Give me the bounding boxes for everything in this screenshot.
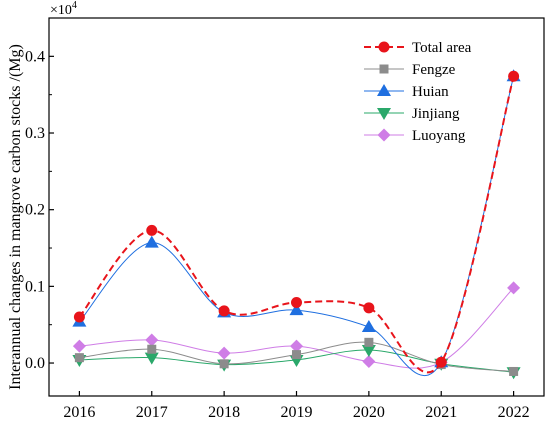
- x-tick-label: 2018: [208, 404, 240, 421]
- data-point: [72, 339, 86, 353]
- axis-layer: 2016 2017 2018 2019 2020 2021 2022 0.0 0.1 0.2 0.3…: [25, 17, 530, 421]
- legend-marker: [377, 128, 391, 142]
- data-point: [219, 359, 229, 369]
- x-tick-label: 2020: [353, 404, 385, 421]
- legend-entry: Jinjiang: [364, 106, 460, 122]
- data-point: [361, 319, 376, 332]
- data-point: [73, 311, 85, 323]
- data-point: [147, 344, 157, 354]
- y-tick-label: 0.2: [25, 202, 45, 219]
- legend-entry: Total area: [364, 40, 472, 56]
- legend-entry: Huian: [364, 84, 449, 100]
- data-point: [74, 353, 84, 363]
- y-multiplier: ×104: [50, 0, 77, 18]
- y-tick-label: 0.3: [25, 125, 45, 142]
- legend-label: Total area: [412, 40, 472, 56]
- x-tick-label: 2022: [498, 404, 530, 421]
- legend: Total area Fengze Huian Jinjiang Luoyang: [364, 40, 472, 144]
- legend-label: Fengze: [412, 62, 456, 78]
- plot-frame: [48, 17, 545, 397]
- data-point: [361, 344, 376, 357]
- data-point: [145, 333, 159, 347]
- y-tick-label: 0.1: [25, 278, 45, 295]
- x-tick-label: 2016: [63, 404, 95, 421]
- data-point: [292, 350, 301, 360]
- legend-label: Jinjiang: [412, 106, 460, 122]
- data-point: [291, 296, 302, 308]
- data-point: [508, 70, 520, 82]
- series-total-area: [73, 70, 520, 374]
- x-tick-label: 2017: [136, 404, 168, 421]
- x-tick-label: 2019: [281, 404, 313, 421]
- legend-entry: Luoyang: [364, 128, 466, 144]
- data-point: [363, 302, 375, 314]
- data-point: [362, 354, 376, 368]
- data-point: [146, 224, 158, 236]
- data-point: [509, 366, 519, 376]
- data-point: [217, 346, 231, 360]
- data-point: [218, 305, 230, 317]
- x-tick-label: 2021: [425, 404, 457, 421]
- data-point: [290, 339, 303, 353]
- legend-marker: [377, 84, 391, 96]
- data-point: [507, 281, 521, 295]
- legend-entry: Fengze: [364, 62, 456, 78]
- y-multiplier-base: ×10: [50, 3, 72, 18]
- y-tick-label: 0.4: [25, 48, 45, 65]
- y-tick-label: 0.0: [25, 355, 45, 372]
- data-point: [435, 356, 447, 368]
- series-layer: [72, 69, 521, 380]
- y-axis-title: Interannual changes in mangrove carbon s…: [7, 44, 24, 390]
- legend-marker: [379, 64, 389, 74]
- y-multiplier-exponent: 4: [72, 0, 77, 11]
- data-point: [144, 352, 159, 365]
- legend-marker: [378, 41, 390, 53]
- legend-marker: [377, 108, 391, 120]
- data-point: [364, 337, 374, 347]
- legend-label: Luoyang: [412, 128, 466, 144]
- legend-label: Huian: [412, 84, 449, 100]
- data-point: [144, 235, 159, 248]
- data-point: [289, 303, 304, 316]
